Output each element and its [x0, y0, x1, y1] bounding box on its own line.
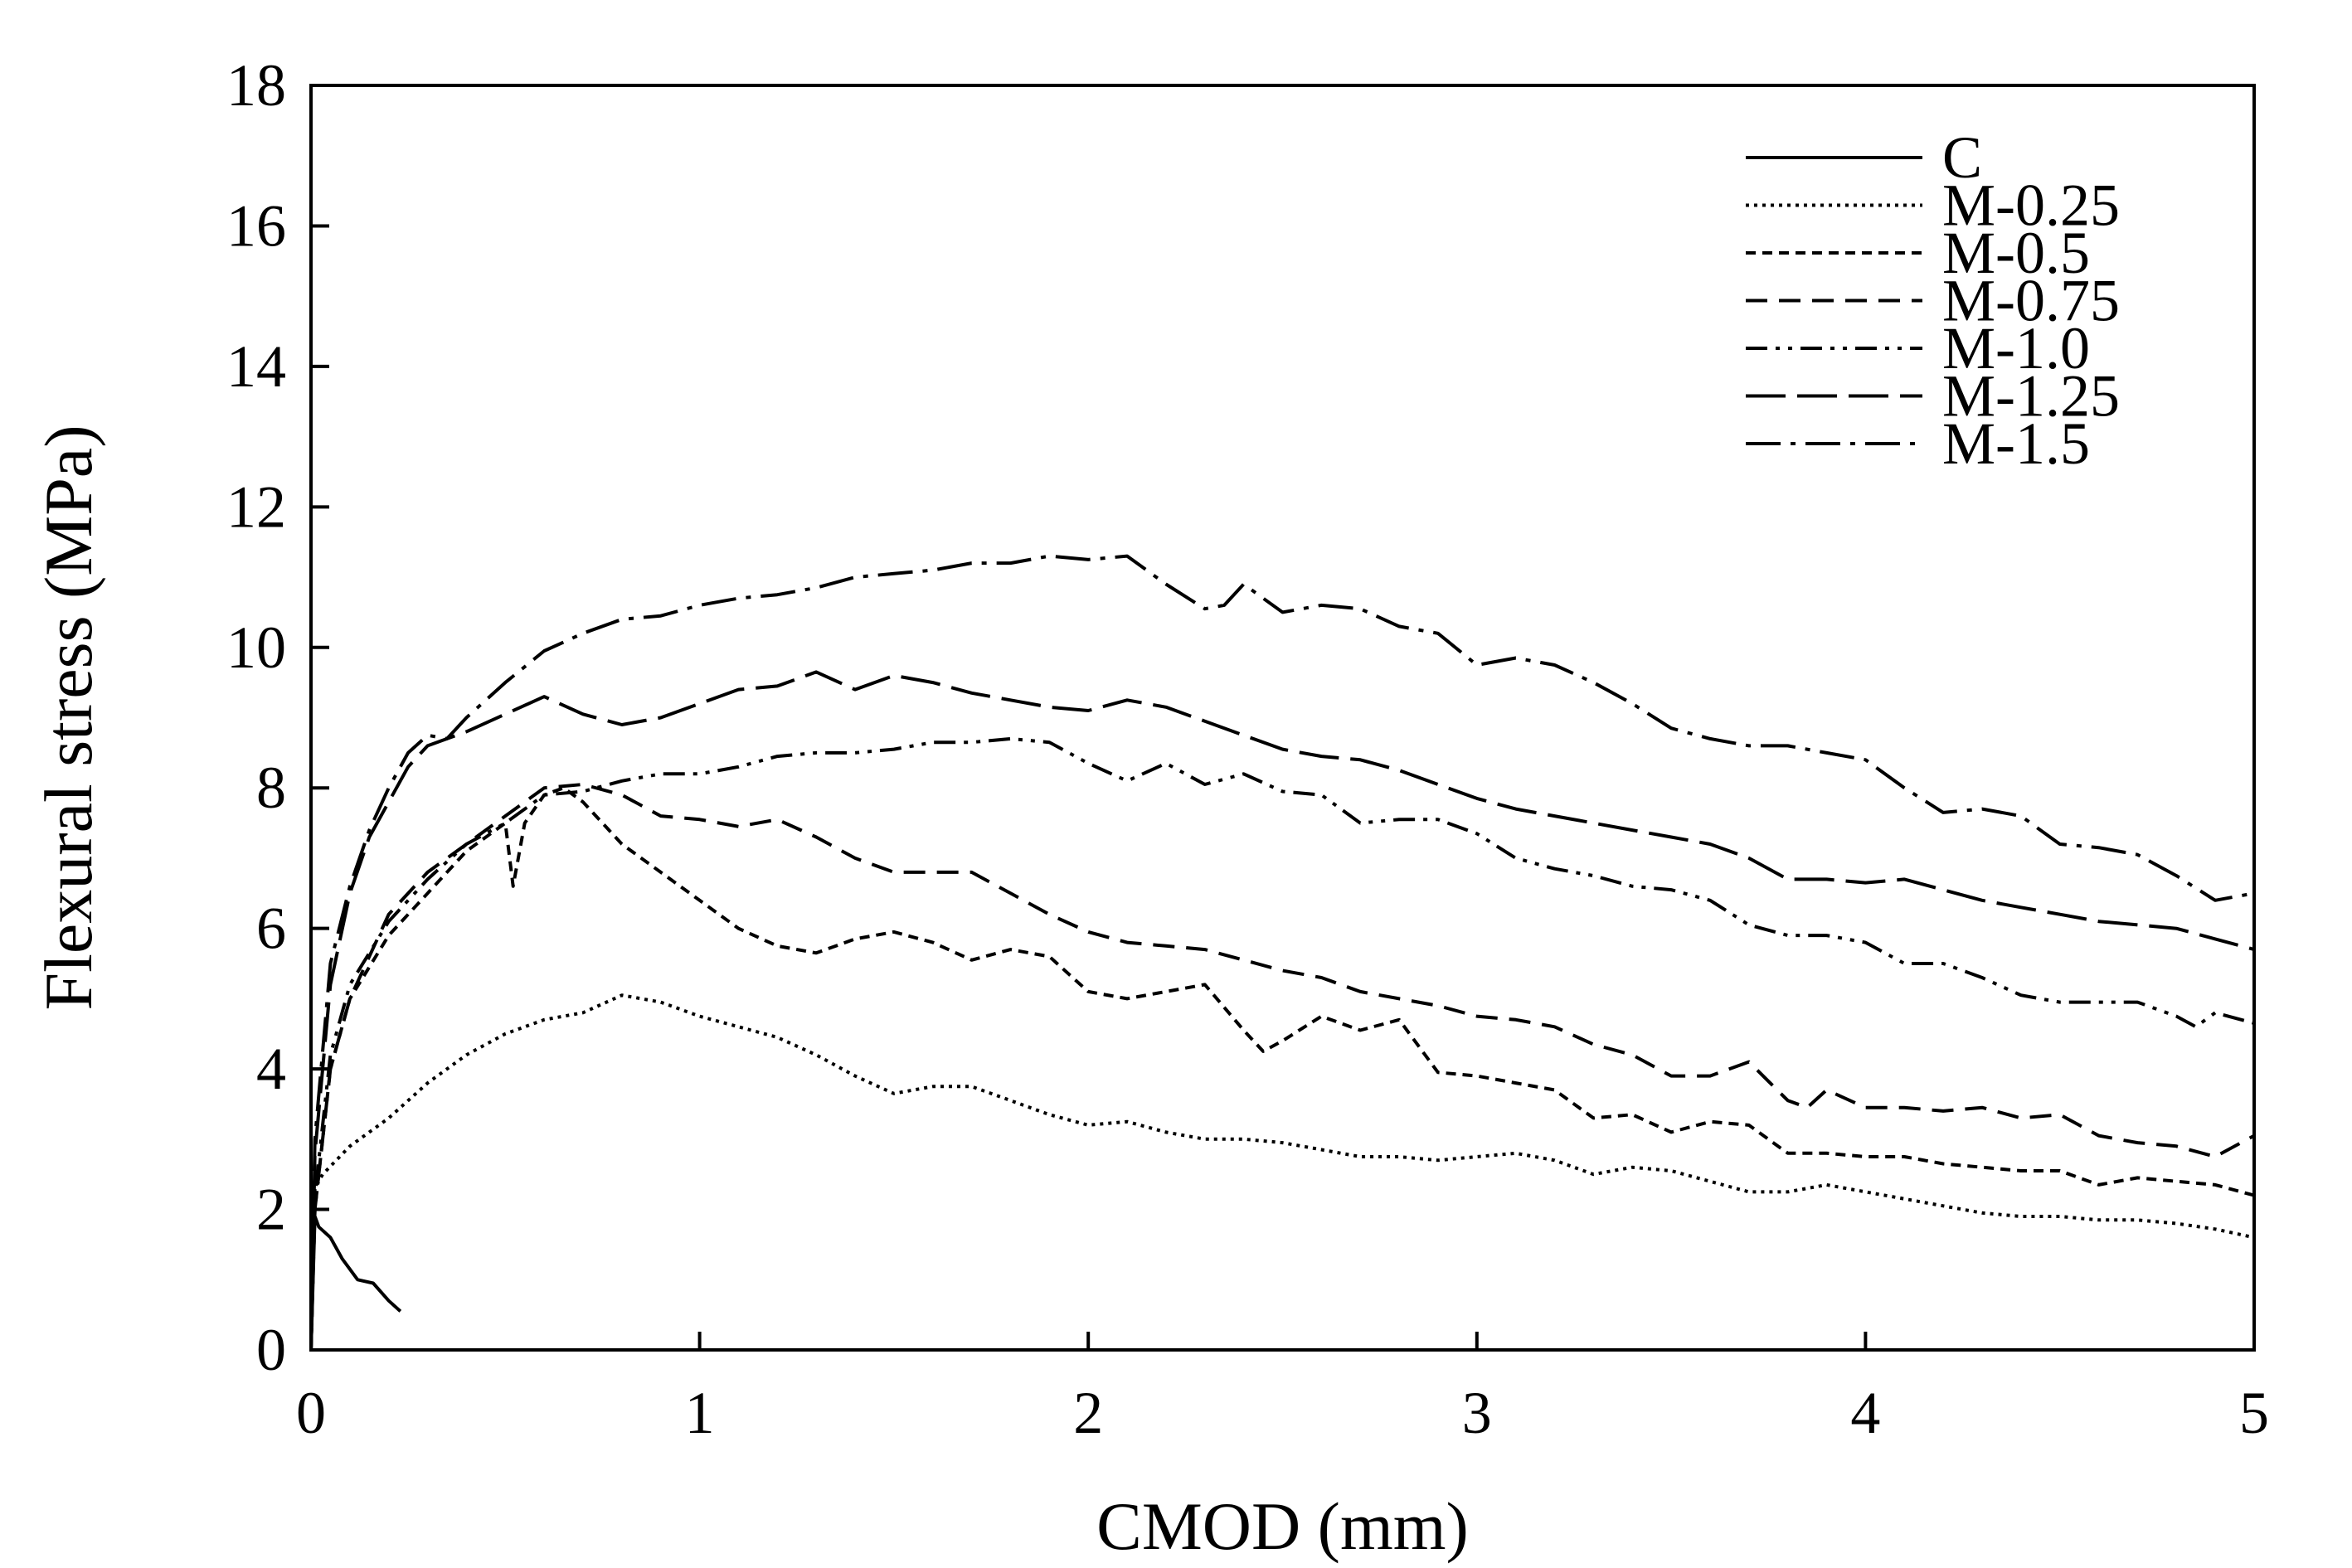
series-line-m-0-25: [309, 993, 2255, 1351]
series-line-c: [309, 1215, 402, 1351]
x-tick-label: 0: [296, 1380, 326, 1446]
y-tick-label: 8: [256, 755, 286, 821]
y-tick-label: 10: [226, 614, 286, 681]
y-axis-title: Flexural stress (MPa): [31, 425, 106, 1010]
legend-label: M-0.75: [1942, 268, 2120, 334]
series-line-m-0-75: [309, 783, 2255, 1351]
y-axis: 0 2 4 6 8 10 12 14 16 18: [226, 52, 329, 1383]
legend-label: M-1.5: [1942, 410, 2090, 477]
x-tick-label: 2: [1073, 1380, 1103, 1446]
series-line-m-1-5: [309, 554, 2255, 1351]
y-tick-label: 2: [256, 1177, 286, 1243]
series-line-m-0-5: [309, 786, 2255, 1351]
x-tick-label: 5: [2239, 1380, 2269, 1446]
x-tick-label: 3: [1462, 1380, 1492, 1446]
y-tick-label: 14: [226, 333, 286, 400]
legend-label: M-0.25: [1942, 172, 2120, 239]
x-axis-title: CMOD (mm): [1096, 1488, 1469, 1564]
y-tick-label: 16: [226, 192, 286, 259]
y-tick-label: 6: [256, 896, 286, 962]
y-tick-label: 4: [256, 1036, 286, 1102]
series-group: [309, 554, 2255, 1351]
series-line-m-1-0: [309, 736, 2255, 1351]
x-tick-label: 1: [685, 1380, 715, 1446]
x-axis: 0 1 2 3 4 5: [296, 1332, 2269, 1446]
series-line-m-1-25: [309, 670, 2255, 1351]
legend-label: M-0.5: [1942, 220, 2090, 286]
x-tick-label: 4: [1850, 1380, 1880, 1446]
y-tick-label: 0: [256, 1317, 286, 1383]
plot-frame: [309, 84, 2256, 1352]
legend-label: M-1.25: [1942, 363, 2120, 430]
legend: CM-0.25M-0.5M-0.75M-1.0M-1.25M-1.5: [1746, 124, 2120, 477]
legend-label: M-1.0: [1942, 315, 2090, 381]
y-tick-label: 18: [226, 52, 286, 119]
y-tick-label: 12: [226, 473, 286, 540]
legend-label: C: [1942, 124, 1982, 191]
